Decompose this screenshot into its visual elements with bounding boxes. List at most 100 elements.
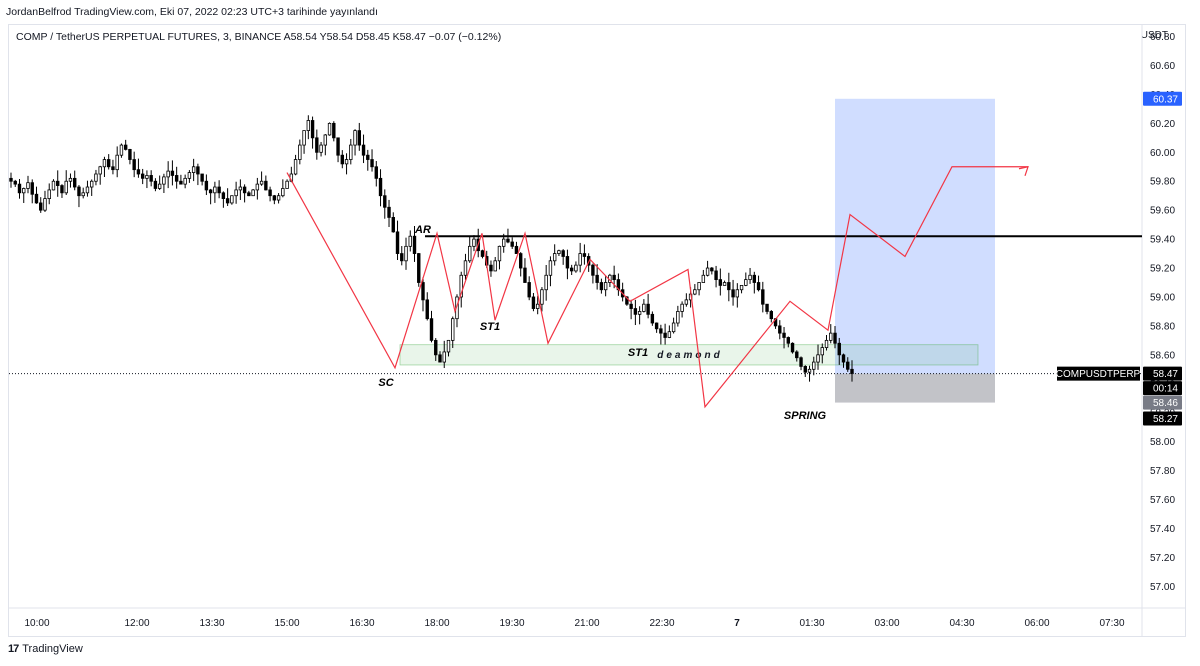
candle xyxy=(569,264,574,276)
candle-body xyxy=(179,180,183,185)
candle-body xyxy=(633,308,638,315)
candle xyxy=(264,175,268,191)
candle xyxy=(166,161,170,189)
candle-body xyxy=(557,250,561,254)
candle-body xyxy=(132,159,136,171)
candle-body xyxy=(166,170,170,178)
candle-body xyxy=(765,303,769,312)
candle-body xyxy=(578,253,582,266)
candle-body xyxy=(727,282,731,291)
candle-body xyxy=(535,303,540,309)
candle xyxy=(234,181,238,204)
candle xyxy=(298,139,302,165)
candle xyxy=(259,171,264,186)
candle-body xyxy=(650,313,655,324)
candle xyxy=(548,256,553,287)
candle xyxy=(268,186,272,202)
candle-body xyxy=(489,264,493,272)
candle xyxy=(489,260,493,277)
candle xyxy=(102,156,107,178)
candle xyxy=(349,138,353,165)
price-tag-label: 58.46 xyxy=(1153,398,1178,409)
candle-body xyxy=(629,303,633,309)
candle xyxy=(106,154,111,170)
candle-body xyxy=(667,331,672,338)
candle-body xyxy=(9,177,13,182)
candle xyxy=(705,260,710,277)
candle xyxy=(157,175,162,190)
y-tick-label: 59.40 xyxy=(1150,235,1175,246)
candle-body xyxy=(357,130,361,146)
candle-body xyxy=(459,274,463,298)
candle xyxy=(451,316,455,348)
candle-body xyxy=(710,267,714,272)
candle-body xyxy=(310,120,315,139)
candle xyxy=(272,194,277,205)
candle-body xyxy=(680,303,684,312)
candle xyxy=(727,272,731,302)
candle xyxy=(276,193,281,204)
candle xyxy=(94,169,98,186)
candle-body xyxy=(786,337,790,344)
candle xyxy=(217,180,221,199)
candle-body xyxy=(225,198,230,204)
candle-body xyxy=(493,260,497,272)
candle-body xyxy=(807,368,812,373)
candle xyxy=(472,235,476,252)
candle xyxy=(829,324,833,344)
candle xyxy=(650,311,655,326)
candle xyxy=(17,179,22,199)
candle xyxy=(535,295,540,315)
candle-body xyxy=(506,238,510,243)
candle xyxy=(455,294,459,328)
candle-body xyxy=(582,253,587,257)
candle xyxy=(667,325,672,339)
candle-body xyxy=(646,303,650,315)
candle xyxy=(327,122,332,136)
candle xyxy=(387,199,391,228)
x-tick-label: 16:30 xyxy=(349,618,374,629)
candle-body xyxy=(701,274,706,283)
price-tag-bg xyxy=(1143,91,1182,106)
candle-body xyxy=(285,180,289,189)
x-tick-label: 19:30 xyxy=(499,618,524,629)
candle xyxy=(140,168,145,185)
x-tick-label: 03:00 xyxy=(874,618,899,629)
candle-body xyxy=(442,351,446,363)
candle-body xyxy=(56,180,60,186)
candle-body xyxy=(756,282,761,291)
candle xyxy=(90,179,94,196)
candle xyxy=(510,237,514,249)
candle xyxy=(820,343,824,364)
candle xyxy=(497,245,502,270)
candle xyxy=(824,334,829,351)
price-tag-label: 58.27 xyxy=(1153,414,1178,425)
candle-body xyxy=(145,175,149,179)
candle-body xyxy=(85,186,90,194)
candle xyxy=(68,173,73,188)
y-tick-label: 59.60 xyxy=(1150,206,1175,217)
candle-body xyxy=(429,318,434,341)
candle xyxy=(187,170,192,183)
candle-body xyxy=(824,339,829,349)
candle-body xyxy=(421,282,425,301)
candle-body xyxy=(637,311,642,315)
candle-body xyxy=(718,279,723,286)
candle-body xyxy=(174,175,179,182)
candle-body xyxy=(34,193,39,204)
annotation-label: SPRING xyxy=(784,410,827,422)
candle-body xyxy=(841,354,846,363)
candle xyxy=(565,249,570,280)
candle-body xyxy=(833,332,837,344)
candle xyxy=(552,244,557,266)
candle xyxy=(812,356,816,376)
candle-body xyxy=(119,144,124,156)
candle-body xyxy=(387,206,391,218)
candle-body xyxy=(259,180,264,185)
demand-zone xyxy=(399,344,979,366)
candle xyxy=(659,324,663,345)
candle-body xyxy=(293,159,298,175)
price-tag-label: 00:14 xyxy=(1153,384,1178,395)
candle xyxy=(799,356,803,371)
